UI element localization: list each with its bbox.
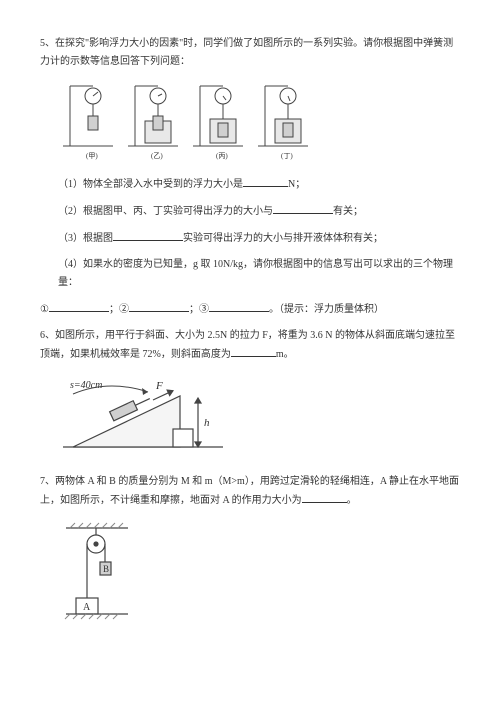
- q5-sub4: （4）如果水的密度为已知量，g 取 10N/kg，请你根据图中的信息写出可以求出…: [58, 256, 460, 292]
- blank-field[interactable]: [209, 300, 269, 312]
- q5-sub4-c1: ①: [40, 304, 49, 315]
- q5-sub1: （1）物体全部浸入水中受到的浮力大小是 N；: [58, 175, 460, 194]
- q7-figure: B A: [58, 520, 460, 625]
- q7-intro-a: 7、两物体 A 和 B 的质量分别为 M 和 m（M>m），用跨过定滑轮的轻绳相…: [40, 476, 459, 506]
- setup-3: [193, 86, 243, 146]
- blank-field[interactable]: [273, 202, 333, 214]
- blank-field[interactable]: [231, 345, 276, 357]
- q5-figure: (甲) (乙) (丙) (丁): [58, 81, 460, 161]
- q5-sub1-text: （1）物体全部浸入水中受到的浮力大小是: [58, 179, 243, 190]
- q5-sub1-suffix: N；: [288, 179, 305, 190]
- blank-field[interactable]: [49, 300, 109, 312]
- q5-sub2: （2）根据图甲、丙、丁实验可得出浮力的大小与 有关；: [58, 202, 460, 221]
- q5-intro: 5、在探究"影响浮力大小的因素"时，同学们做了如图所示的一系列实验。请你根据图中…: [40, 35, 460, 71]
- blank-field[interactable]: [113, 229, 183, 241]
- svg-text:(乙): (乙): [151, 152, 163, 160]
- q6-figure: s=40cm F h: [58, 374, 460, 459]
- svg-text:(丙): (丙): [216, 152, 228, 160]
- svg-text:F: F: [155, 380, 163, 392]
- setup-4: [258, 86, 308, 146]
- q7-intro-b: 。: [347, 495, 357, 506]
- q5-sub3: （3）根据图 实验可得出浮力的大小与排开液体体积有关；: [58, 229, 460, 248]
- q5-sub3-text: （3）根据图: [58, 233, 113, 244]
- q5-sub4-line: ① ；② ；③ 。（提示：浮力质量体积）: [40, 300, 460, 319]
- blank-field[interactable]: [302, 491, 347, 503]
- setup-1: [63, 86, 113, 146]
- q5-sub2-text: （2）根据图甲、丙、丁实验可得出浮力的大小与: [58, 206, 273, 217]
- q7-intro: 7、两物体 A 和 B 的质量分别为 M 和 m（M>m），用跨过定滑轮的轻绳相…: [40, 473, 460, 510]
- blank-field[interactable]: [243, 175, 288, 187]
- q5-sub4-c3: ；③: [189, 304, 209, 315]
- svg-text:B: B: [103, 564, 109, 574]
- q6-intro-b: m。: [276, 349, 294, 360]
- q5-sub4-text: （4）如果水的密度为已知量，g 取 10N/kg，请你根据图中的信息写出可以求出…: [58, 259, 453, 288]
- q5-sub4-end: 。（提示：浮力质量体积）: [269, 304, 384, 315]
- svg-text:h: h: [204, 417, 210, 429]
- q5-sub3-suffix: 实验可得出浮力的大小与排开液体体积有关；: [183, 233, 383, 244]
- svg-text:(甲): (甲): [86, 152, 98, 160]
- svg-text:(丁): (丁): [281, 152, 293, 160]
- svg-text:A: A: [83, 602, 91, 613]
- setup-2: [128, 86, 178, 146]
- q6-intro: 6、如图所示，用平行于斜面、大小为 2.5N 的拉力 F，将重为 3.6 N 的…: [40, 327, 460, 364]
- blank-field[interactable]: [129, 300, 189, 312]
- q5-sub2-suffix: 有关；: [333, 206, 363, 217]
- q5-sub4-c2: ；②: [109, 304, 129, 315]
